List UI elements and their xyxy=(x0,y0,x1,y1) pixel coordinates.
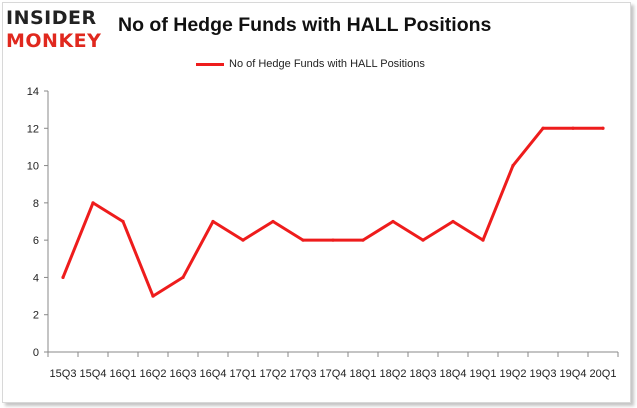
x-tick-label: 17Q4 xyxy=(320,368,347,380)
chart-frame xyxy=(2,2,631,403)
data-point xyxy=(511,163,515,168)
data-point xyxy=(361,238,365,242)
x-tick-label: 18Q2 xyxy=(380,368,407,380)
x-tick-label: 17Q1 xyxy=(230,368,257,380)
data-point xyxy=(91,201,95,205)
x-tick-label: 15Q3 xyxy=(50,368,77,380)
data-point xyxy=(271,219,275,224)
data-point xyxy=(211,219,215,224)
x-tick-label: 19Q4 xyxy=(560,368,587,380)
data-point xyxy=(601,126,605,130)
logo-text-bottom: MONKEY xyxy=(6,30,102,52)
data-point xyxy=(451,219,455,224)
x-tick-label: 19Q2 xyxy=(500,368,527,380)
x-tick-label: 18Q4 xyxy=(440,368,467,380)
x-tick-label: 19Q1 xyxy=(470,368,497,380)
legend-line-swatch xyxy=(196,62,224,66)
x-tick-label: 16Q4 xyxy=(200,368,227,380)
x-tick-label: 20Q1 xyxy=(590,368,617,380)
x-tick-label: 18Q3 xyxy=(410,368,437,380)
data-point xyxy=(241,238,245,242)
logo-text-top: INSIDER xyxy=(6,7,97,29)
chart-title: No of Hedge Funds with HALL Positions xyxy=(118,14,492,36)
x-tick-label: 16Q3 xyxy=(170,368,197,380)
y-tick-label: 12 xyxy=(27,123,39,135)
data-point xyxy=(571,126,575,130)
y-tick-label: 4 xyxy=(33,272,39,284)
x-tick-label: 15Q4 xyxy=(80,368,107,380)
x-tick-label: 16Q1 xyxy=(110,368,137,380)
data-point xyxy=(331,238,335,242)
data-point xyxy=(121,219,125,224)
x-tick-label: 17Q2 xyxy=(260,368,287,380)
data-point xyxy=(181,275,185,280)
data-point xyxy=(301,238,305,242)
x-tick-label: 19Q3 xyxy=(530,368,557,380)
y-tick-label: 6 xyxy=(33,235,39,247)
data-point xyxy=(391,219,395,224)
y-tick-label: 0 xyxy=(33,347,39,359)
data-point xyxy=(61,275,65,280)
data-point xyxy=(481,238,485,242)
x-tick-label: 16Q2 xyxy=(140,368,167,380)
y-tick-label: 8 xyxy=(33,198,39,210)
x-tick-label: 18Q1 xyxy=(350,368,377,380)
data-point xyxy=(421,238,425,242)
x-tick-label: 17Q3 xyxy=(290,368,317,380)
y-tick-label: 2 xyxy=(33,310,39,322)
data-point xyxy=(151,294,155,298)
chart-legend: No of Hedge Funds with HALL Positions xyxy=(196,57,425,71)
y-tick-label: 10 xyxy=(27,161,39,173)
series-line xyxy=(61,126,605,298)
y-tick-label: 14 xyxy=(27,86,39,98)
insider-monkey-logo: INSIDER MONKEY xyxy=(6,8,116,54)
data-point xyxy=(541,126,545,130)
legend-label: No of Hedge Funds with HALL Positions xyxy=(229,58,425,70)
